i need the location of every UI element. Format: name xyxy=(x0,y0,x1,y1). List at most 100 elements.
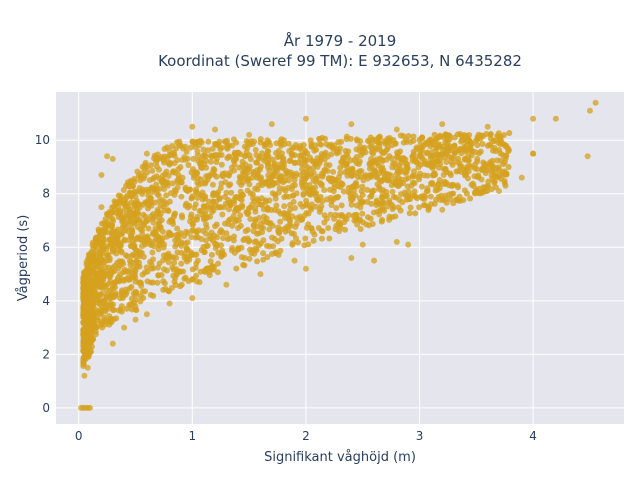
data-point xyxy=(117,209,124,216)
data-point xyxy=(269,181,276,188)
data-point xyxy=(189,123,196,130)
data-point xyxy=(198,247,205,254)
data-point xyxy=(299,203,306,210)
data-point xyxy=(417,193,424,200)
data-point xyxy=(148,202,155,209)
data-point xyxy=(139,231,146,238)
data-point xyxy=(154,207,161,214)
data-point xyxy=(265,148,272,155)
data-point xyxy=(354,221,361,228)
data-point xyxy=(192,143,199,150)
data-point xyxy=(435,181,442,188)
data-point xyxy=(171,259,178,266)
data-point xyxy=(143,199,150,206)
data-point xyxy=(290,192,297,199)
data-point xyxy=(390,193,397,200)
data-point xyxy=(118,230,125,237)
data-point xyxy=(252,205,259,212)
data-point xyxy=(147,291,154,298)
data-point xyxy=(416,204,423,211)
data-point xyxy=(136,263,143,270)
data-point xyxy=(290,198,297,205)
data-point xyxy=(281,194,288,201)
data-point xyxy=(150,219,157,226)
data-point xyxy=(502,152,509,159)
data-point xyxy=(318,235,325,242)
data-point xyxy=(378,218,385,225)
data-point xyxy=(461,131,468,138)
data-point xyxy=(211,240,218,247)
data-point xyxy=(242,161,249,168)
data-point xyxy=(337,184,344,191)
data-point xyxy=(470,180,477,187)
data-point xyxy=(246,131,253,138)
data-point xyxy=(143,217,150,224)
data-point xyxy=(84,364,91,371)
data-point xyxy=(435,193,442,200)
data-point xyxy=(246,181,253,188)
data-point xyxy=(168,232,175,239)
data-point xyxy=(332,226,339,233)
data-point xyxy=(518,174,525,181)
data-point xyxy=(278,177,285,184)
data-point xyxy=(81,372,88,379)
data-point xyxy=(110,248,117,255)
data-point xyxy=(450,190,457,197)
data-point xyxy=(189,139,196,146)
data-point xyxy=(137,293,144,300)
data-point xyxy=(213,155,220,162)
data-point xyxy=(148,162,155,169)
y-tick-label: 4 xyxy=(42,294,50,308)
data-point xyxy=(148,213,155,220)
data-point xyxy=(158,153,165,160)
data-point xyxy=(302,265,309,272)
data-point xyxy=(191,204,198,211)
data-point xyxy=(253,247,260,254)
data-point xyxy=(166,300,173,307)
data-point xyxy=(163,192,170,199)
data-point xyxy=(129,183,136,190)
data-point xyxy=(404,183,411,190)
x-tick-label: 1 xyxy=(188,429,196,443)
data-point xyxy=(117,259,124,266)
data-point xyxy=(443,199,450,206)
data-point xyxy=(383,170,390,177)
data-point xyxy=(333,150,340,157)
data-point xyxy=(106,280,113,287)
data-point xyxy=(249,191,256,198)
data-point xyxy=(249,201,256,208)
data-point xyxy=(402,169,409,176)
data-point xyxy=(229,222,236,229)
data-point xyxy=(396,196,403,203)
data-point xyxy=(302,235,309,242)
data-point xyxy=(252,185,259,192)
data-point xyxy=(194,194,201,201)
data-point xyxy=(176,268,183,275)
data-point xyxy=(474,173,481,180)
data-point xyxy=(497,157,504,164)
data-point xyxy=(146,177,153,184)
data-point xyxy=(220,235,227,242)
data-point xyxy=(293,220,300,227)
data-point xyxy=(197,207,204,214)
data-point xyxy=(188,234,195,241)
data-point xyxy=(409,153,416,160)
data-point xyxy=(258,150,265,157)
data-point xyxy=(109,155,116,162)
data-point xyxy=(239,202,246,209)
data-point xyxy=(159,172,166,179)
data-point xyxy=(137,226,144,233)
data-point xyxy=(161,280,168,287)
data-point xyxy=(241,167,248,174)
data-point xyxy=(257,139,264,146)
data-point xyxy=(137,177,144,184)
data-point xyxy=(92,269,99,276)
data-point xyxy=(260,237,267,244)
data-point xyxy=(146,259,153,266)
data-point xyxy=(115,307,122,314)
data-point xyxy=(109,340,116,347)
data-point xyxy=(328,201,335,208)
data-point xyxy=(203,221,210,228)
data-point xyxy=(380,199,387,206)
data-point xyxy=(138,279,145,286)
